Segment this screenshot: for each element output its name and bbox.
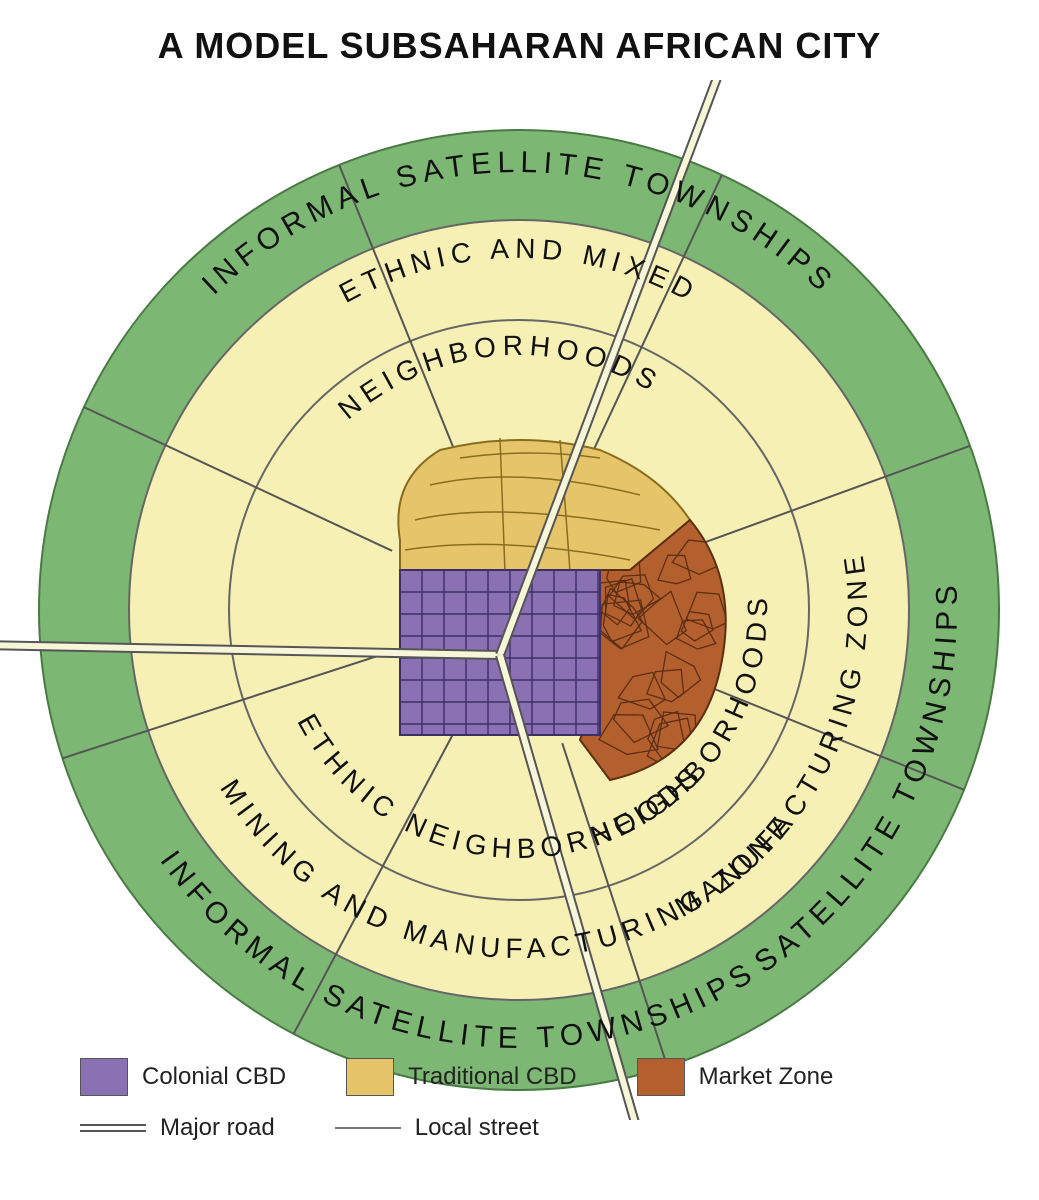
swatch-colonial	[80, 1058, 128, 1096]
legend-label: Colonial CBD	[142, 1063, 286, 1091]
legend-item-local-street: Local street	[335, 1114, 539, 1142]
swatch-market	[637, 1058, 685, 1096]
legend-item-market: Market Zone	[637, 1058, 834, 1096]
page: A MODEL SUBSAHARAN AFRICAN CITY INFORMAL…	[0, 0, 1039, 1200]
city-model-diagram: INFORMAL SATELLITE TOWNSHIPSINFORMAL SAT…	[0, 80, 1039, 1120]
legend-item-traditional: Traditional CBD	[346, 1058, 577, 1096]
legend-label: Local street	[415, 1114, 539, 1142]
swatch-traditional	[346, 1058, 394, 1096]
legend-row-1: Colonial CBD Traditional CBD Market Zone	[80, 1058, 999, 1096]
legend: Colonial CBD Traditional CBD Market Zone…	[80, 1058, 999, 1160]
legend-row-2: Major road Local street	[80, 1114, 999, 1142]
major-road-icon	[80, 1123, 146, 1133]
legend-item-major-road: Major road	[80, 1114, 275, 1142]
legend-item-colonial: Colonial CBD	[80, 1058, 286, 1096]
legend-label: Market Zone	[699, 1063, 834, 1091]
legend-label: Traditional CBD	[408, 1063, 577, 1091]
legend-label: Major road	[160, 1114, 275, 1142]
local-street-icon	[335, 1123, 401, 1133]
page-title: A MODEL SUBSAHARAN AFRICAN CITY	[0, 25, 1039, 67]
